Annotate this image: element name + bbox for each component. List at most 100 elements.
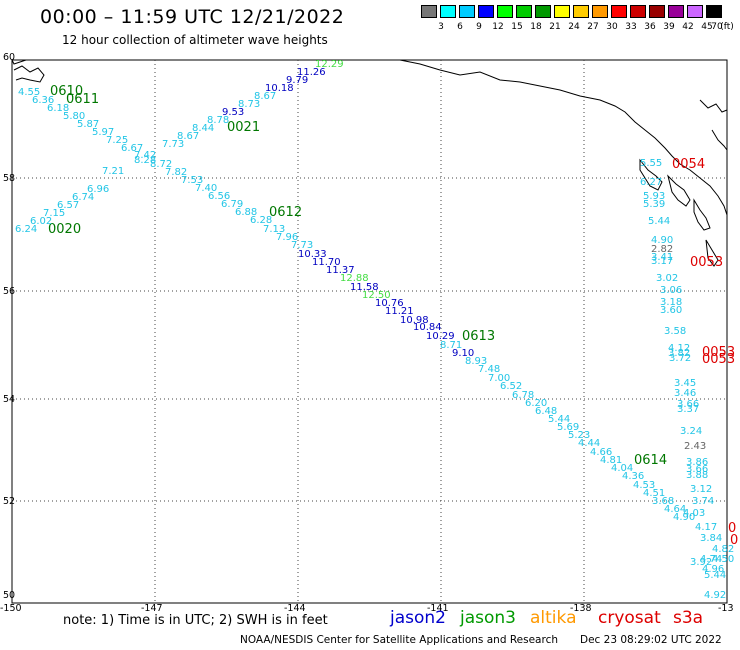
wave-height-value: 3.66: [686, 464, 708, 475]
wave-height-value: 8.44: [192, 123, 214, 134]
scale-swatch-2: [459, 5, 475, 18]
wave-height-value: 4.53: [633, 480, 655, 491]
scale-swatch-11: [630, 5, 646, 18]
wave-height-value: 3.60: [660, 305, 682, 316]
scale-swatch-3: [478, 5, 494, 18]
wave-height-value: 4.55: [18, 87, 40, 98]
scale-label-15: 70: [711, 22, 723, 32]
wave-height-value: 3.12: [690, 484, 712, 495]
wave-height-value: 3.86: [686, 457, 708, 468]
pass-time-label: 0054: [672, 157, 705, 172]
wave-height-value: 9.53: [222, 107, 244, 118]
wave-height-value: 3.88: [686, 470, 708, 481]
wave-height-value: 3.82: [668, 348, 690, 359]
lon-label-138: -138: [570, 603, 592, 614]
wave-height-value: 6.67: [121, 143, 143, 154]
wave-height-value: 6.28: [250, 215, 272, 226]
scale-swatch-5: [516, 5, 532, 18]
pass-time-label: 0612: [269, 205, 302, 220]
legend-jason3: jason3: [460, 608, 516, 628]
pass-time-label: 0610: [50, 84, 83, 99]
wave-height-value: 5.44: [548, 414, 570, 425]
wave-height-value: 7.21: [102, 166, 124, 177]
scale-swatch-14: [687, 5, 703, 18]
wave-height-value: 10.76: [375, 298, 404, 309]
lat-label-56: 56: [3, 286, 15, 297]
wave-height-value: 7.48: [478, 364, 500, 375]
scale-label-6: 21: [549, 22, 561, 32]
wave-height-value: 5.44: [648, 216, 670, 227]
scale-swatch-10: [611, 5, 627, 18]
wave-height-value: 12.88: [340, 273, 369, 284]
wave-height-value: 4.96: [702, 564, 724, 575]
coastline: [11, 59, 728, 267]
wave-height-value: 7.73: [291, 240, 313, 251]
wave-height-value: 8.72: [150, 159, 172, 170]
pass-time-label: 0053: [702, 345, 735, 360]
scale-label-7: 24: [568, 22, 580, 32]
wave-height-value: 11.37: [326, 265, 355, 276]
wave-height-value: 3.46: [674, 388, 696, 399]
wave-height-value: 4.64: [664, 504, 686, 515]
wave-height-value: 7.82: [165, 167, 187, 178]
wave-height-value: 4.82: [712, 544, 734, 555]
wave-height-value: 3.02: [656, 273, 678, 284]
scale-label-8: 27: [587, 22, 599, 32]
pass-time-label: 0053: [702, 352, 735, 367]
wave-height-value: 6.57: [57, 200, 79, 211]
wave-height-value: 6.48: [535, 406, 557, 417]
wave-height-value: 8.73: [238, 99, 260, 110]
wave-height-value: 5.97: [92, 127, 114, 138]
lon-label-141: -141: [427, 603, 449, 614]
wave-height-value: 7.13: [263, 224, 285, 235]
wave-height-value: 4.17: [695, 522, 717, 533]
scale-swatch-7: [554, 5, 570, 18]
wave-height-value: 8.71: [440, 340, 462, 351]
scale-label-14: 45: [701, 22, 713, 32]
wave-height-value: 7.73: [162, 139, 184, 150]
scale-swatch-9: [592, 5, 608, 18]
wave-height-value: 11.21: [385, 306, 414, 317]
wave-height-value: 9.10: [452, 348, 474, 359]
wave-height-value: 2.43: [684, 441, 706, 452]
coastline-island-2: [667, 174, 691, 207]
wave-height-value: 10.18: [265, 83, 294, 94]
coastline-island-1: [639, 158, 663, 191]
pass-time-labels: 0610061100210612002006130614005400530053…: [48, 84, 738, 548]
wave-height-value: 4.66: [590, 447, 612, 458]
wave-height-value: 7.53: [181, 175, 203, 186]
grid-lines: [12, 60, 727, 603]
wave-height-value: 4.12: [668, 343, 690, 354]
coastline-kenai: [13, 65, 45, 83]
wave-height-value: 8.78: [207, 115, 229, 126]
scale-label-1: 6: [457, 22, 463, 32]
wave-height-value: 2.82: [651, 244, 673, 255]
wave-height-value: 6.18: [47, 103, 69, 114]
scale-unit-label: (ft): [720, 22, 734, 32]
wave-height-value: 3.37: [677, 404, 699, 415]
coastline-inland-2: [711, 129, 728, 151]
wave-height-value: 6.24: [15, 224, 37, 235]
wave-height-value: 6.88: [235, 207, 257, 218]
wave-height-value: 9.79: [286, 75, 308, 86]
wave-height-value: 3.68: [652, 496, 674, 507]
wave-height-value: 4.92: [704, 590, 726, 601]
scale-swatch-0: [421, 5, 437, 18]
pass-time-label: 0611: [66, 92, 99, 107]
scale-swatch-13: [668, 5, 684, 18]
wave-height-value: 10.84: [413, 322, 442, 333]
legend-jason2: jason2: [390, 608, 446, 628]
scale-swatch-4: [497, 5, 513, 18]
legend-cryosat: cryosat: [598, 608, 661, 628]
wave-height-value: 5.69: [557, 422, 579, 433]
wave-height-value: 6.20: [525, 398, 547, 409]
axis-tick-labels: 60 58 56 54 52 50 -150 -147 -144 -141 -1…: [0, 52, 734, 614]
wave-height-value: 6.96: [87, 184, 109, 195]
coastline-inland-1: [699, 99, 728, 113]
wave-height-value: 10.98: [400, 315, 429, 326]
wave-height-value: 6.52: [500, 381, 522, 392]
coastline-cook-inlet: [11, 59, 27, 65]
wave-height-value: 6.02: [30, 216, 52, 227]
lon-label-147: -147: [141, 603, 163, 614]
wave-height-value: 4.44: [578, 438, 600, 449]
